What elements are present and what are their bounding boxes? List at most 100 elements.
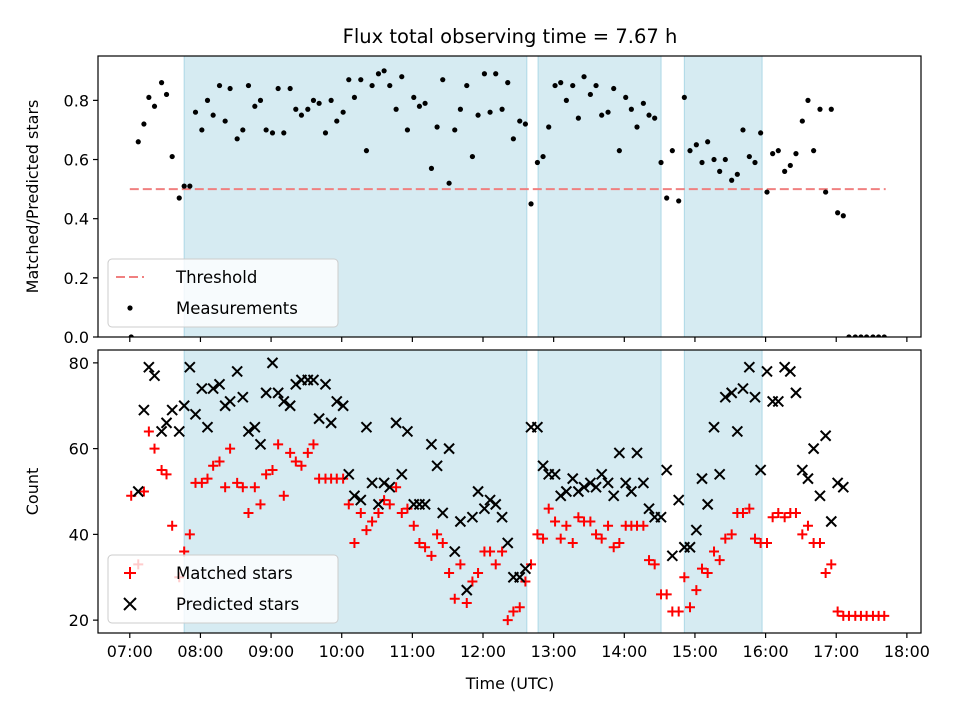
measurement-point [858,334,864,337]
measurement-point [717,168,723,174]
measurement-point [252,103,258,109]
predicted-point [772,395,785,408]
measurement-point [310,97,317,103]
matched-point [420,542,431,553]
measurement-point [416,103,423,109]
predicted-point [272,387,284,399]
matched-point [408,520,419,531]
predicted-point [502,537,514,549]
y-tick-label: 0.2 [64,269,89,288]
measurement-point [770,151,776,157]
measurement-point [128,334,134,337]
measurement-point [369,82,375,89]
predicted-point [595,468,608,481]
measurement-point [316,100,322,106]
measurement-point [534,159,541,166]
measurement-point [646,112,652,118]
measurement-point [287,85,293,92]
measurement-point [634,124,640,130]
predicted-point [254,438,267,451]
matched-point [638,520,649,531]
matched-point [661,589,672,600]
measurement-point [823,189,829,195]
measurement-point [422,100,428,106]
measurement-point [616,148,622,154]
predicted-point [607,490,620,502]
matched-point [697,563,708,574]
predicted-point [590,481,602,493]
measurement-point [764,189,770,195]
matched-point [384,499,395,510]
x-tick-label: 16:00 [743,642,789,661]
matched-point [196,477,207,488]
predicted-point [749,391,761,403]
matched-point [761,537,772,548]
measurement-point [293,106,299,112]
matched-point [567,537,578,548]
legend-box [107,258,339,328]
legend-box [107,554,339,624]
predicted-point [348,490,361,502]
measurement-point [664,195,670,201]
predicted-point [825,515,837,528]
matched-point [349,537,360,548]
predicted-point [178,400,190,412]
matched-point [573,512,584,523]
measurement-point [158,80,165,86]
chart-title: Flux total observing time = 7.67 h [343,25,678,48]
predicted-point [207,382,219,395]
predicted-point [355,494,367,506]
predicted-point [631,447,643,459]
measurement-point [411,94,417,101]
predicted-point [819,430,832,442]
predicted-point [807,442,820,455]
measurement-point [234,136,240,142]
measurement-point [740,127,746,133]
matched-point [296,460,307,471]
series-measurements [128,68,887,337]
measurement-point [305,106,311,112]
matched-point [679,572,690,583]
measurement-point [693,142,699,148]
measurement-point [811,148,817,154]
measurement-point [599,112,605,118]
measurement-point [870,334,876,337]
predicted-point [725,387,738,399]
predicted-point [260,387,272,399]
measurement-point [510,136,516,142]
measurement-point [722,156,728,163]
matched-point [220,482,231,493]
measurement-point [428,165,435,171]
x-tick-label: 18:00 [884,642,930,661]
measurement-point [257,97,264,103]
measurement-point [340,109,346,115]
measurement-point [563,97,569,103]
matched-point [508,606,519,617]
predicted-point [138,404,150,416]
predicted-point [560,485,573,498]
measurement-point [752,159,758,166]
measurement-point [699,159,705,166]
measurement-point [481,71,488,77]
matched-point [302,447,313,458]
measurement-point [163,91,170,98]
measurement-point [240,127,246,133]
predicted-point [325,417,337,429]
matched-point [820,567,831,578]
predicted-point [531,421,544,433]
predicted-point [266,357,279,369]
predicted-point [802,472,814,485]
measurement-point [676,198,682,204]
x-tick-label: 11:00 [389,642,435,661]
measurement-point [546,124,552,130]
measurement-point [669,148,675,154]
matched-point [214,456,225,467]
matched-point [555,533,566,544]
measurement-point [434,124,440,130]
predicted-point [731,425,744,438]
measurement-point [517,118,523,124]
measurement-point [876,334,882,337]
measurement-point [493,71,499,77]
axes-frame [97,55,922,338]
measurement-point [263,127,269,133]
